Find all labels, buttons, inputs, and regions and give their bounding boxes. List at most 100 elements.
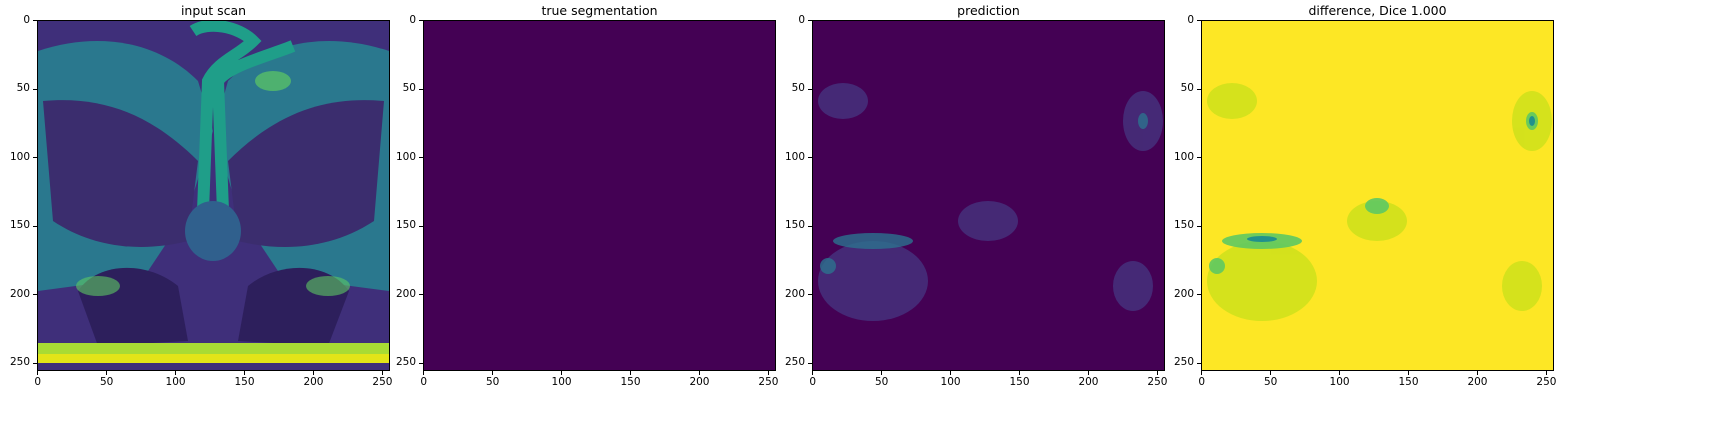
x-tick-label: 150 <box>620 376 641 388</box>
x-tick <box>1408 371 1410 375</box>
x-tick-label: 50 <box>1263 376 1278 388</box>
y-tick <box>1197 362 1201 364</box>
x-tick-label: 200 <box>689 376 710 388</box>
y-tick-label: 0 <box>1187 13 1194 26</box>
x-tick <box>244 371 246 375</box>
x-tick <box>630 371 632 375</box>
prediction-image <box>818 83 1163 321</box>
y-tick-label: 250 <box>1173 356 1194 369</box>
y-tick-label: 50 <box>402 82 416 95</box>
x-tick <box>1270 371 1272 375</box>
y-tick-label: 250 <box>395 356 416 369</box>
image-frame <box>812 20 1165 371</box>
y-tick-label: 150 <box>1173 219 1194 232</box>
y-tick <box>33 157 37 159</box>
y-tick-label: 200 <box>9 287 30 300</box>
y-tick <box>808 362 812 364</box>
x-tick <box>1339 371 1341 375</box>
y-tick-label: 0 <box>798 13 805 26</box>
image-frame <box>423 20 776 371</box>
x-tick-label: 250 <box>1147 376 1168 388</box>
x-tick <box>698 371 700 375</box>
y-tick <box>33 362 37 364</box>
y-tick <box>419 362 423 364</box>
x-tick-label: 200 <box>1467 376 1488 388</box>
y-tick <box>419 294 423 296</box>
y-tick-label: 150 <box>9 219 30 232</box>
y-tick <box>33 225 37 227</box>
x-tick-label: 250 <box>758 376 779 388</box>
x-tick-label: 200 <box>303 376 324 388</box>
y-tick-label: 250 <box>9 356 30 369</box>
x-tick-label: 0 <box>420 376 428 388</box>
x-tick <box>106 371 108 375</box>
y-tick <box>1197 157 1201 159</box>
x-tick <box>312 371 314 375</box>
x-tick <box>1087 371 1089 375</box>
y-tick <box>419 225 423 227</box>
y-tick <box>419 20 423 22</box>
y-tick-label: 0 <box>409 13 416 26</box>
x-tick <box>1545 371 1547 375</box>
y-tick-label: 50 <box>791 82 805 95</box>
x-tick-label: 150 <box>1009 376 1030 388</box>
y-tick <box>1197 20 1201 22</box>
y-tick-label: 150 <box>784 219 805 232</box>
x-tick-label: 0 <box>1198 376 1206 388</box>
x-tick <box>561 371 563 375</box>
y-tick <box>1197 88 1201 90</box>
x-tick <box>950 371 952 375</box>
y-tick-label: 200 <box>784 287 805 300</box>
y-tick <box>808 294 812 296</box>
panel-title: difference, Dice 1.000 <box>1308 3 1447 18</box>
y-tick-label: 50 <box>1180 82 1194 95</box>
y-tick-label: 50 <box>16 82 30 95</box>
x-tick <box>492 371 494 375</box>
panel-title: prediction <box>957 3 1020 18</box>
image-frame <box>1201 20 1554 371</box>
x-tick-label: 100 <box>165 376 186 388</box>
panel-title: true segmentation <box>541 3 658 18</box>
y-tick <box>33 20 37 22</box>
x-tick <box>1201 371 1203 375</box>
y-tick-label: 100 <box>784 150 805 163</box>
x-tick-label: 0 <box>34 376 42 388</box>
x-tick-label: 50 <box>99 376 114 388</box>
y-tick <box>808 157 812 159</box>
y-tick <box>808 88 812 90</box>
x-tick-label: 150 <box>234 376 255 388</box>
x-tick-label: 250 <box>372 376 393 388</box>
y-tick <box>808 20 812 22</box>
y-tick-label: 200 <box>395 287 416 300</box>
y-tick-label: 100 <box>395 150 416 163</box>
y-tick <box>1197 294 1201 296</box>
y-tick-label: 200 <box>1173 287 1194 300</box>
y-tick-label: 0 <box>23 13 30 26</box>
x-tick <box>812 371 814 375</box>
y-tick-label: 100 <box>9 150 30 163</box>
x-tick <box>1156 371 1158 375</box>
image-frame <box>37 20 390 371</box>
x-tick-label: 200 <box>1078 376 1099 388</box>
x-tick <box>37 371 39 375</box>
x-tick-label: 150 <box>1398 376 1419 388</box>
x-tick-label: 100 <box>551 376 572 388</box>
y-tick <box>1197 225 1201 227</box>
x-tick <box>175 371 177 375</box>
input-scan-image <box>38 21 389 370</box>
x-tick <box>423 371 425 375</box>
x-tick-label: 50 <box>874 376 889 388</box>
x-tick <box>881 371 883 375</box>
y-tick <box>419 157 423 159</box>
y-tick <box>33 88 37 90</box>
x-tick-label: 50 <box>485 376 500 388</box>
x-tick <box>767 371 769 375</box>
x-tick-label: 100 <box>1329 376 1350 388</box>
x-tick-label: 0 <box>809 376 817 388</box>
y-tick-label: 150 <box>395 219 416 232</box>
y-tick <box>419 88 423 90</box>
x-tick-label: 100 <box>940 376 961 388</box>
panel-title: input scan <box>180 3 247 18</box>
y-tick <box>33 294 37 296</box>
y-tick-label: 100 <box>1173 150 1194 163</box>
